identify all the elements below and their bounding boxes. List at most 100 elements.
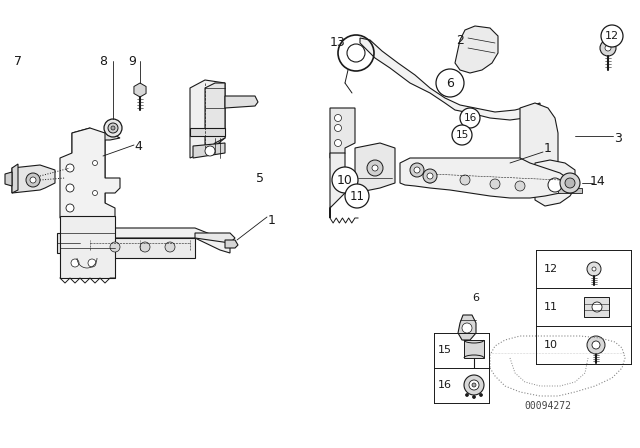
Text: 2: 2 [456,34,464,47]
Circle shape [452,125,472,145]
Polygon shape [12,164,18,193]
Circle shape [479,393,483,396]
Circle shape [88,259,96,267]
Circle shape [335,125,342,132]
Text: 3: 3 [614,132,622,145]
Polygon shape [90,133,105,228]
Circle shape [460,175,470,185]
Text: 4: 4 [134,139,142,152]
Circle shape [436,69,464,97]
Text: 00094272: 00094272 [525,401,572,411]
Circle shape [601,25,623,47]
Circle shape [332,167,358,193]
Text: 11: 11 [544,302,558,312]
Circle shape [587,336,605,354]
Polygon shape [520,103,558,173]
Polygon shape [330,108,355,158]
Circle shape [592,302,602,312]
Circle shape [600,40,616,56]
Circle shape [462,323,472,333]
Text: 9: 9 [128,55,136,68]
Polygon shape [355,143,395,193]
Polygon shape [90,133,120,150]
Circle shape [464,375,484,395]
Circle shape [469,380,479,390]
Circle shape [165,242,175,252]
Polygon shape [330,153,345,218]
Text: 12: 12 [544,264,558,274]
Circle shape [605,45,611,51]
Text: 6: 6 [446,77,454,90]
Polygon shape [195,233,235,243]
Polygon shape [5,172,12,186]
Circle shape [414,167,420,173]
Polygon shape [57,233,80,253]
Circle shape [472,383,476,387]
Text: 10: 10 [337,173,353,186]
Polygon shape [80,228,230,253]
Circle shape [93,190,97,195]
Circle shape [93,160,97,165]
Circle shape [345,184,369,208]
Circle shape [565,178,575,188]
Circle shape [425,173,435,183]
Text: 15: 15 [438,345,452,355]
Circle shape [490,179,500,189]
Circle shape [592,341,600,349]
Polygon shape [60,216,115,278]
Polygon shape [190,128,225,136]
Circle shape [587,262,601,276]
Circle shape [66,184,74,192]
Circle shape [71,259,79,267]
Polygon shape [225,96,258,108]
Polygon shape [464,340,484,358]
Circle shape [423,169,437,183]
Circle shape [30,177,36,183]
Circle shape [367,160,383,176]
Text: 16: 16 [463,113,477,123]
Polygon shape [72,128,90,153]
Circle shape [465,393,468,396]
Text: 5: 5 [256,172,264,185]
Text: 10: 10 [544,340,558,350]
Polygon shape [134,83,146,97]
Polygon shape [12,165,55,193]
Circle shape [472,396,476,399]
Circle shape [104,119,122,137]
Circle shape [560,173,580,193]
Polygon shape [535,160,575,206]
Polygon shape [455,26,498,73]
Circle shape [110,242,120,252]
Circle shape [108,123,118,133]
Text: 14: 14 [590,175,606,188]
Polygon shape [400,158,570,198]
Circle shape [460,108,480,128]
Circle shape [111,126,115,130]
Circle shape [205,146,215,156]
Polygon shape [225,240,238,248]
Circle shape [548,178,562,192]
Polygon shape [190,80,225,158]
Circle shape [26,173,40,187]
Text: 15: 15 [456,130,468,140]
Circle shape [372,165,378,171]
Circle shape [515,181,525,191]
Polygon shape [193,143,225,158]
Polygon shape [60,128,120,218]
Circle shape [66,204,74,212]
Circle shape [592,267,596,271]
Circle shape [335,115,342,121]
Polygon shape [80,233,85,258]
Circle shape [140,242,150,252]
Text: 1: 1 [544,142,552,155]
Polygon shape [85,238,195,258]
Text: 1: 1 [268,214,276,227]
Polygon shape [205,83,225,153]
Text: 6: 6 [472,293,479,303]
Circle shape [410,163,424,177]
Text: 13: 13 [330,35,346,48]
Polygon shape [558,188,582,193]
Circle shape [335,139,342,146]
Text: 8: 8 [99,55,107,68]
Text: 11: 11 [349,190,365,202]
